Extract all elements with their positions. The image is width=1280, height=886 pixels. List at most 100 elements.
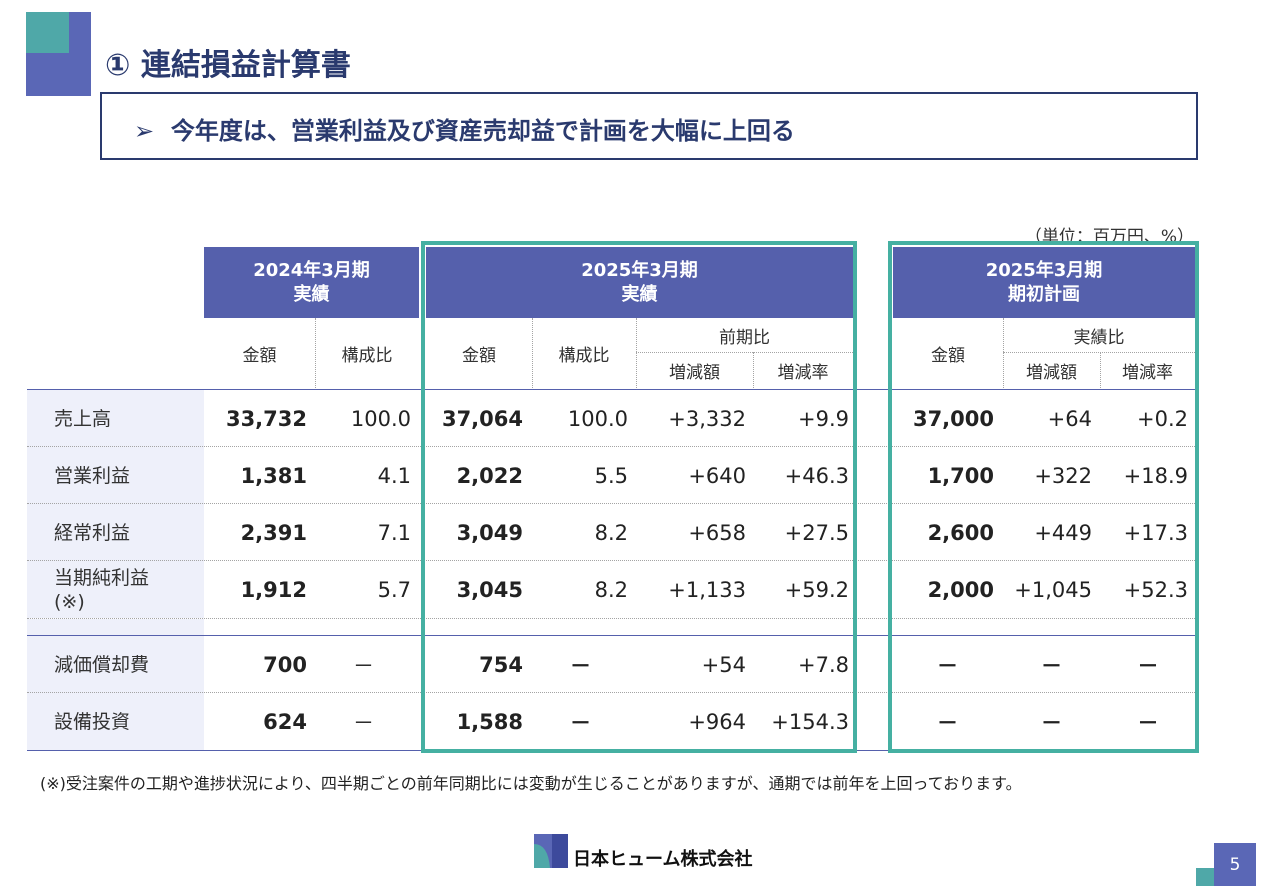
grid-line bbox=[27, 389, 1195, 390]
table-cell: +59.2 bbox=[784, 577, 849, 602]
table-cell: 624 bbox=[263, 709, 307, 734]
table-cell: +3,332 bbox=[668, 406, 746, 431]
table-cell: +17.3 bbox=[1123, 520, 1188, 545]
column-header-line: 実績 bbox=[621, 283, 658, 305]
grid-line bbox=[27, 692, 1195, 693]
arrow-bullet-icon: ➢ bbox=[134, 117, 155, 145]
table-cell: － bbox=[570, 653, 591, 678]
page-title: ① 連結損益計算書 bbox=[105, 48, 351, 83]
table-cell: +154.3 bbox=[771, 709, 849, 734]
table-cell: 1,700 bbox=[927, 463, 994, 488]
page-number: 5 bbox=[1214, 843, 1256, 886]
table-cell: +0.2 bbox=[1137, 406, 1188, 431]
column-header-line: 2024年3月期 bbox=[253, 259, 370, 281]
grid-line bbox=[27, 618, 1195, 619]
grid-line bbox=[753, 352, 754, 388]
grid-line bbox=[27, 503, 1195, 504]
table-cell: 700 bbox=[263, 652, 307, 677]
table-cell: +27.5 bbox=[784, 520, 849, 545]
table-cell: 37,000 bbox=[912, 406, 994, 431]
column-header-fy2025-plan: 2025年3月期 期初計画 bbox=[893, 247, 1195, 318]
table-cell: +449 bbox=[1034, 520, 1092, 545]
table-cell: 4.1 bbox=[377, 463, 411, 488]
table-cell: +640 bbox=[688, 463, 746, 488]
table-cell: － bbox=[1041, 710, 1062, 735]
table-cell: － bbox=[353, 710, 374, 735]
table-cell: 33,732 bbox=[225, 406, 307, 431]
grid-line bbox=[27, 560, 1195, 561]
table-cell: +658 bbox=[688, 520, 746, 545]
company-logo-icon bbox=[534, 834, 568, 868]
subheader-amount: 金額 bbox=[893, 318, 1003, 388]
table-cell: － bbox=[570, 710, 591, 735]
table-cell: +18.9 bbox=[1123, 463, 1188, 488]
unit-label: （単位：百万円、%） bbox=[1024, 227, 1194, 247]
table-cell: +54 bbox=[701, 652, 746, 677]
table-cell: － bbox=[1041, 653, 1062, 678]
table-cell: +52.3 bbox=[1123, 577, 1188, 602]
table-cell: +1,133 bbox=[668, 577, 746, 602]
table-cell: +964 bbox=[688, 709, 746, 734]
subheader-change-amount: 増減額 bbox=[1003, 352, 1100, 388]
grid-line bbox=[1003, 352, 1195, 353]
table-cell: 100.0 bbox=[567, 406, 628, 431]
table-cell: － bbox=[937, 653, 958, 678]
column-header-fy2024-actual: 2024年3月期 実績 bbox=[204, 247, 419, 318]
table-cell: 1,381 bbox=[240, 463, 307, 488]
page-decoration bbox=[1196, 868, 1214, 886]
subheader-amount: 金額 bbox=[204, 318, 315, 388]
column-header-fy2025-actual: 2025年3月期 実績 bbox=[426, 247, 853, 318]
table-cell: － bbox=[1137, 710, 1159, 735]
column-header-line: 2025年3月期 bbox=[581, 259, 698, 281]
table-cell: +322 bbox=[1034, 463, 1092, 488]
table-cell: 3,045 bbox=[456, 577, 523, 602]
table-cell: 37,064 bbox=[441, 406, 523, 431]
column-header-line: 2025年3月期 bbox=[985, 259, 1103, 281]
table-cell: +9.9 bbox=[798, 406, 849, 431]
table-cell: 2,022 bbox=[456, 463, 523, 488]
summary-label: 今年度は、営業利益及び資産売却益で計画を大幅に上回る bbox=[170, 117, 795, 145]
footnote: (※)受注案件の工期や進捗状況により、四半期ごとの前年同期比には変動が生じること… bbox=[40, 774, 1022, 793]
table-cell: 5.7 bbox=[377, 577, 411, 602]
subheader-change-rate: 増減率 bbox=[1100, 352, 1195, 388]
company-name: 日本ヒューム株式会社 bbox=[573, 849, 753, 870]
table-cell: +7.8 bbox=[798, 652, 849, 677]
row-label: 減価償却費 bbox=[27, 636, 204, 693]
grid-line bbox=[27, 750, 1195, 751]
table-cell: +46.3 bbox=[784, 463, 849, 488]
grid-line bbox=[27, 635, 1195, 636]
table-cell: 2,600 bbox=[927, 520, 994, 545]
subheader-change-amount: 増減額 bbox=[636, 352, 753, 388]
row-label: 営業利益 bbox=[27, 447, 204, 504]
table-cell: 2,391 bbox=[240, 520, 307, 545]
table-cell: － bbox=[1137, 653, 1159, 678]
subheader-change-rate: 増減率 bbox=[753, 352, 853, 388]
table-cell: － bbox=[353, 653, 374, 678]
table-cell: 3,049 bbox=[456, 520, 523, 545]
table-cell: +1,045 bbox=[1014, 577, 1092, 602]
row-spacer bbox=[27, 619, 204, 635]
subheader-yoy: 前期比 bbox=[636, 318, 853, 352]
table-cell: 7.1 bbox=[377, 520, 411, 545]
grid-line bbox=[27, 446, 1195, 447]
table-cell: 2,000 bbox=[927, 577, 994, 602]
row-label: 経常利益 bbox=[27, 504, 204, 561]
grid-line bbox=[636, 318, 637, 388]
column-header-line: 期初計画 bbox=[1008, 283, 1080, 305]
table-cell: 8.2 bbox=[594, 577, 628, 602]
grid-line bbox=[532, 318, 533, 388]
grid-line bbox=[1100, 352, 1101, 388]
header-decoration-accent bbox=[26, 12, 69, 53]
table-cell: 5.5 bbox=[594, 463, 628, 488]
summary-box: ➢ 今年度は、営業利益及び資産売却益で計画を大幅に上回る bbox=[100, 92, 1198, 160]
subheader-ratio: 構成比 bbox=[315, 318, 419, 388]
table-cell: +64 bbox=[1047, 406, 1092, 431]
column-header-line: 実績 bbox=[293, 283, 330, 305]
row-label: 当期純利益 (※) bbox=[27, 561, 204, 618]
subheader-ratio: 構成比 bbox=[532, 318, 636, 388]
table-cell: 1,912 bbox=[240, 577, 307, 602]
table-cell: 1,588 bbox=[456, 709, 523, 734]
table-cell: 8.2 bbox=[594, 520, 628, 545]
row-label: 設備投資 bbox=[27, 693, 204, 750]
table-cell: 754 bbox=[479, 652, 523, 677]
